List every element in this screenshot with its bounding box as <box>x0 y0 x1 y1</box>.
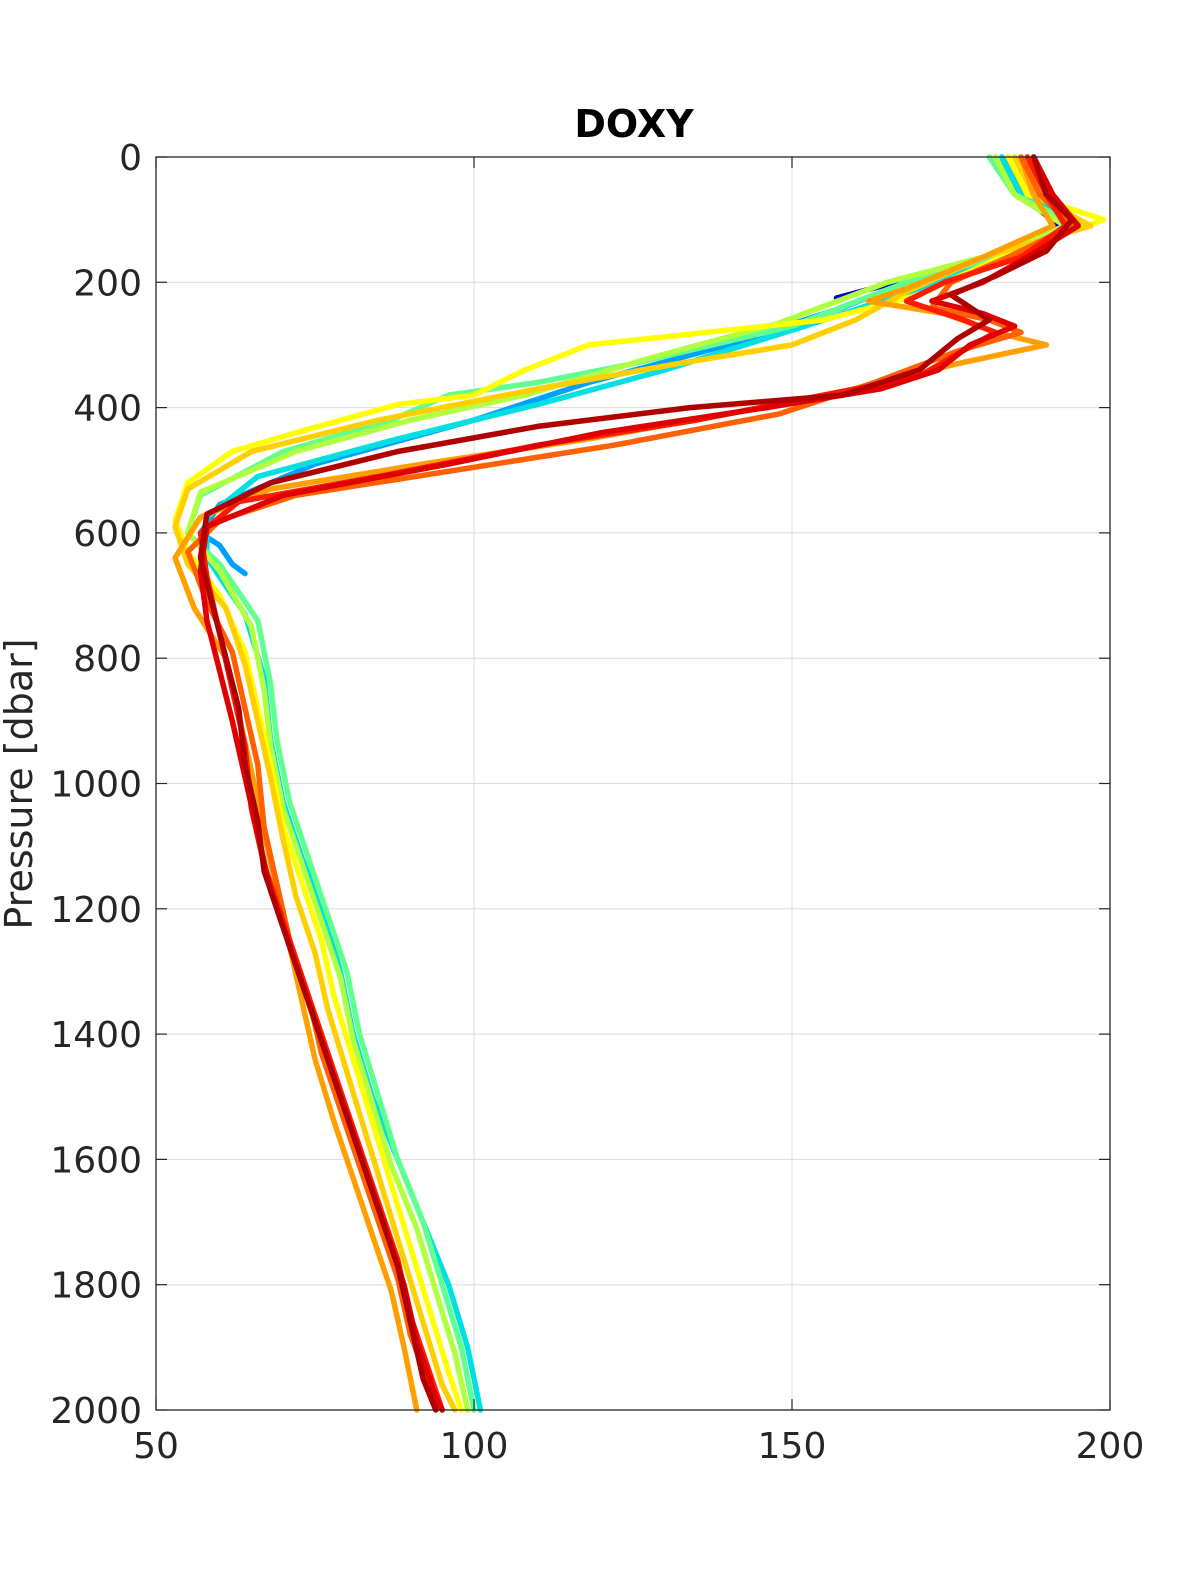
series-line-4 <box>185 154 1081 1413</box>
series-line-8 <box>172 154 1056 1413</box>
x-tick-label: 150 <box>758 1426 827 1467</box>
x-tick-label: 200 <box>1076 1426 1145 1467</box>
y-tick-label: 800 <box>73 639 142 680</box>
series-line-12 <box>197 154 1075 1413</box>
x-tick-label: 50 <box>133 1426 179 1467</box>
axes-frame <box>155 156 1111 1411</box>
x-tick-labels: 50 100 150 200 <box>133 1426 1144 1467</box>
y-tick-label: 400 <box>73 389 142 430</box>
series-lines <box>172 154 1107 1413</box>
y-tick-label: 200 <box>73 263 142 304</box>
y-tick-label: 1000 <box>50 765 142 806</box>
y-tick-label: 1400 <box>50 1015 142 1056</box>
y-tick-labels: 0 200 400 600 800 1000 1200 1400 1600 1800 2000 <box>50 138 142 1432</box>
y-tick-label: 1800 <box>50 1266 142 1307</box>
y-tick-label: 2000 <box>50 1391 142 1432</box>
chart-title: DOXY <box>574 102 694 146</box>
plot-area-border <box>155 156 1111 1411</box>
y-tick-label: 600 <box>73 514 142 555</box>
y-tick-label: 1600 <box>50 1140 142 1181</box>
x-tick-label: 100 <box>440 1426 509 1467</box>
y-tick-label: 0 <box>119 138 142 179</box>
series-line-5 <box>185 154 1069 1413</box>
y-tick-label: 1200 <box>50 890 142 931</box>
y-axis-label: Pressure [dbar] <box>0 638 41 929</box>
series-line-9 <box>185 154 1075 1413</box>
series-line-7 <box>172 154 1094 1413</box>
